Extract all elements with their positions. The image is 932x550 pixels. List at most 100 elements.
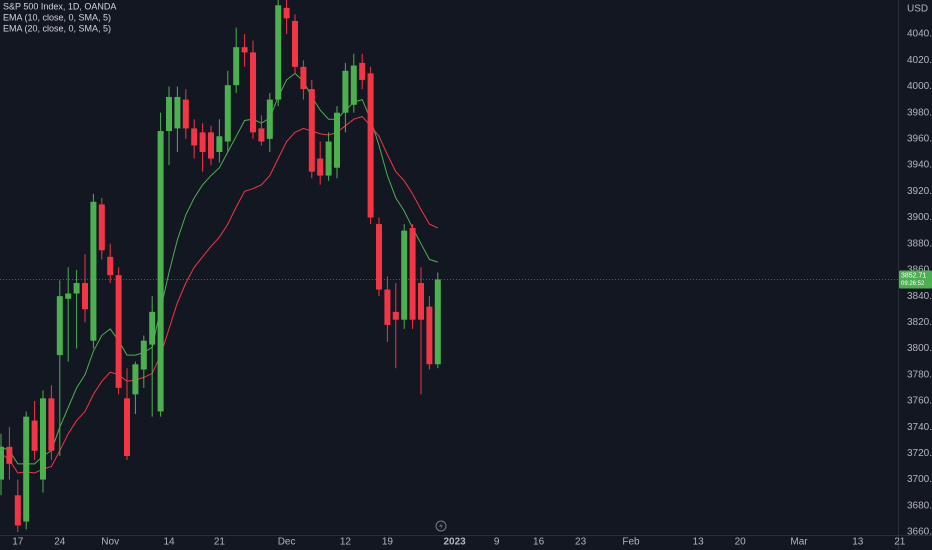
candle-body: [149, 311, 156, 345]
candle-body: [401, 230, 408, 320]
candle-body: [434, 279, 441, 365]
candle-body: [426, 306, 433, 365]
x-tick-label: 24: [54, 537, 66, 548]
candle-body: [48, 398, 55, 451]
x-tick-label: 13: [693, 537, 705, 548]
candle-body: [40, 398, 46, 480]
y-tick-label: 3840.0: [907, 291, 932, 302]
countdown-label: 09:26:52: [901, 281, 925, 287]
y-tick-label: 3680.0: [907, 500, 932, 511]
candle-body: [308, 89, 315, 172]
candle-body: [73, 283, 80, 294]
y-tick-label: 3900.0: [907, 212, 932, 223]
candle-body: [224, 85, 231, 142]
candle-body: [409, 227, 416, 320]
chart-title: S&P 500 Index, 1D, OANDA: [3, 1, 116, 11]
candle-body: [392, 311, 399, 320]
candle-body: [208, 132, 214, 159]
candle-body: [350, 65, 357, 105]
candle-body: [300, 66, 307, 90]
legend-entry: EMA (20, close, 0, SMA, 5): [3, 23, 111, 33]
y-tick-label: 4040.0: [907, 29, 932, 40]
candle-body: [275, 5, 282, 100]
candle-body: [376, 224, 382, 290]
candle-body: [0, 446, 4, 480]
candle-body: [115, 275, 122, 388]
candle-body: [82, 283, 88, 310]
x-tick-label: Feb: [622, 537, 640, 548]
candle-body: [90, 201, 97, 341]
candle-body: [6, 446, 13, 464]
candle-body: [216, 136, 223, 152]
x-tick-label: 12: [340, 537, 352, 548]
candle-body: [14, 495, 21, 526]
y-tick-label: 3700.0: [907, 474, 932, 485]
candle-body: [56, 296, 63, 356]
candle-body: [157, 131, 164, 412]
x-tick-label: Mar: [790, 537, 808, 548]
candle-body: [182, 99, 189, 129]
candle-body: [233, 47, 240, 86]
y-tick-label: 3960.0: [907, 134, 932, 145]
candle-body: [98, 204, 105, 251]
candle-body: [250, 52, 256, 133]
candle-body: [325, 141, 332, 176]
candle-body: [342, 70, 349, 113]
candle-body: [292, 20, 298, 67]
y-tick-label: 3740.0: [907, 422, 932, 433]
y-tick-label: 3720.0: [907, 448, 932, 459]
y-tick-label: 4020.0: [907, 55, 932, 66]
x-tick-label: 19: [382, 537, 394, 548]
candle-body: [199, 132, 206, 152]
y-tick-label: 4000.0: [907, 81, 932, 92]
candle-body: [124, 398, 130, 456]
x-tick-label: Dec: [278, 537, 296, 548]
currency-label: USD: [907, 4, 928, 15]
candle-body: [418, 283, 424, 320]
y-tick-label: 3800.0: [907, 343, 932, 354]
candle-body: [359, 62, 366, 80]
y-tick-label: 3920.0: [907, 186, 932, 197]
legend-entry: EMA (10, close, 0, SMA, 5): [3, 12, 111, 22]
x-tick-label: 9: [494, 537, 500, 548]
x-tick-label: 16: [533, 537, 545, 548]
x-tick-label: 20: [735, 537, 747, 548]
x-tick-label: Nov: [101, 537, 119, 548]
candle-body: [107, 256, 114, 276]
y-tick-label: 3880.0: [907, 238, 932, 249]
y-tick-label: 3780.0: [907, 369, 932, 380]
candle-body: [266, 99, 273, 139]
ema-line: [0, 116, 439, 474]
replay-icon: [435, 520, 447, 532]
candle-body: [317, 158, 324, 176]
x-tick-label: 2023: [443, 537, 466, 548]
current-price-label: 3852.71: [901, 272, 926, 279]
candle-body: [334, 112, 340, 168]
y-tick-label: 3820.0: [907, 317, 932, 328]
x-tick-label: 13: [852, 537, 864, 548]
y-tick-label: 3760.0: [907, 396, 932, 407]
candle-body: [23, 416, 30, 522]
x-tick-label: 23: [575, 537, 587, 548]
candle-body: [191, 128, 198, 146]
x-tick-label: 21: [214, 537, 226, 548]
ema-line: [0, 72, 438, 465]
candle-body: [174, 96, 181, 129]
current-price-box: [899, 270, 932, 289]
y-tick-label: 3940.0: [907, 160, 932, 171]
candle-body: [367, 73, 374, 218]
candle-body: [166, 96, 172, 132]
y-tick-label: 3860.0: [907, 265, 932, 276]
candle-body: [132, 364, 139, 395]
x-tick-label: 14: [163, 537, 175, 548]
candle-body: [65, 293, 72, 299]
candle-body: [384, 289, 391, 325]
candle-body: [31, 420, 38, 451]
candle-body: [241, 47, 248, 53]
candle-body: [140, 340, 147, 370]
candle-body: [258, 128, 265, 142]
x-tick-label: 21: [894, 537, 906, 548]
x-tick-label: 17: [12, 537, 24, 548]
